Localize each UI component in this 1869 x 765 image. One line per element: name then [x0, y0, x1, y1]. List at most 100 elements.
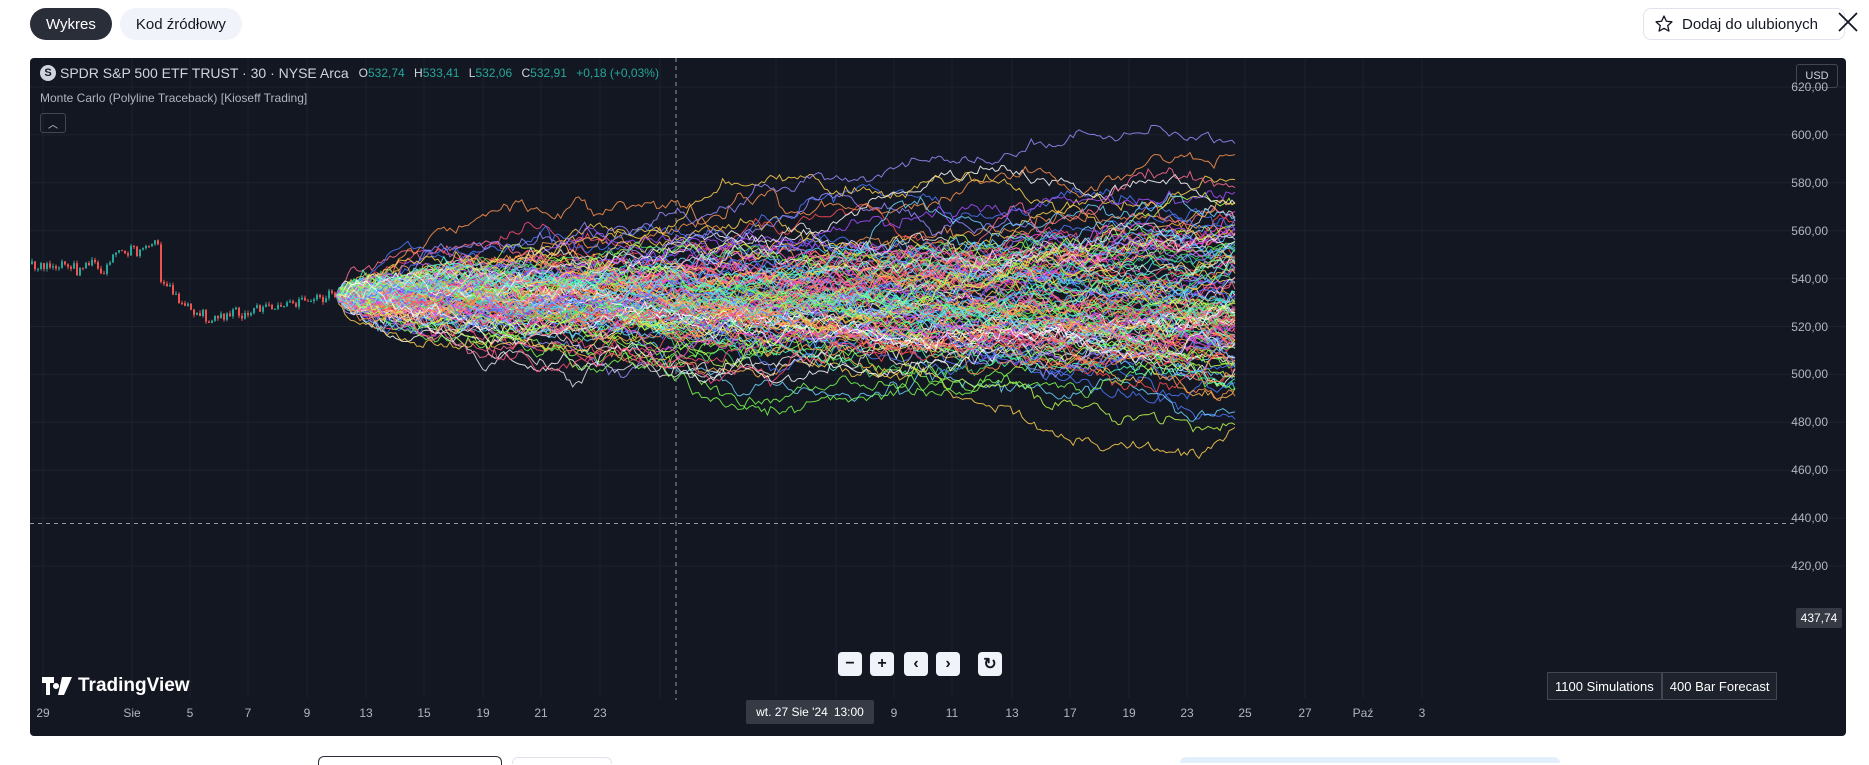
simulation-path [335, 273, 1236, 388]
candle-body [127, 253, 129, 256]
candle-body [61, 261, 63, 268]
simulation-path [335, 262, 1236, 359]
candle-body [259, 305, 261, 312]
simulation-path [335, 242, 1236, 307]
candle-body [181, 302, 183, 304]
candle-body [145, 245, 147, 249]
candle-body [325, 298, 327, 303]
candle-body [118, 250, 120, 253]
candle-body [274, 308, 276, 310]
zoom-in-button[interactable]: + [870, 652, 894, 676]
candle-body [319, 295, 321, 298]
candle-body [172, 285, 174, 295]
candle-body [304, 297, 306, 301]
price-axis-tick-label: 620,00 [1791, 80, 1828, 94]
candle-body [286, 302, 288, 306]
candle-body [262, 306, 264, 312]
candle-body [151, 244, 153, 246]
candle-body [208, 321, 210, 323]
time-axis-tick-label: 15 [417, 706, 431, 720]
candle-body [301, 297, 303, 300]
simulation-path [335, 285, 1236, 391]
candle-body [115, 252, 117, 255]
add-to-favorites-button[interactable]: Dodaj do ulubionych [1643, 8, 1845, 40]
time-axis-tick-label: Paź [1352, 706, 1374, 720]
price-axis-tick-label: 480,00 [1791, 415, 1828, 430]
candle-body [106, 264, 108, 274]
candle-body [184, 303, 186, 306]
crosshair-price-label: 437,74 [1796, 608, 1842, 628]
candle-body [322, 297, 324, 303]
simulation-path [335, 258, 1236, 325]
candle-body [232, 309, 234, 317]
simulation-path [335, 213, 1236, 300]
zoom-out-button[interactable]: − [838, 652, 862, 676]
candle-body [331, 290, 333, 293]
price-axis-tick-label: 520,00 [1791, 319, 1828, 334]
tradingview-logo[interactable]: TradingView [42, 675, 190, 697]
candle-body [76, 263, 78, 276]
candle-body [82, 267, 84, 269]
close-icon[interactable] [1836, 10, 1860, 34]
time-axis-tick-label: 29 [36, 706, 50, 720]
candle-body [211, 320, 213, 323]
candle-body [241, 315, 243, 319]
candle-body [256, 305, 258, 308]
candle-body [121, 250, 123, 252]
time-axis-tick-label: 3 [1418, 706, 1426, 720]
simulation-path [335, 243, 1236, 299]
time-axis-tick-label: 13 [1005, 706, 1019, 720]
candle-body [130, 245, 132, 256]
candle-body [112, 254, 114, 263]
time-axis-tick-label: 19 [476, 706, 490, 720]
simulation-path [335, 167, 1236, 359]
price-chart[interactable] [30, 58, 1846, 736]
candle-body [292, 301, 294, 304]
price-axis-tick-label: 560,00 [1791, 223, 1828, 238]
currency-button[interactable]: USD [1796, 64, 1838, 88]
simulation-path [335, 288, 1236, 359]
candle-body [91, 259, 93, 266]
indicator-title[interactable]: Monte Carlo (Polyline Traceback) [Kiosef… [40, 91, 308, 105]
time-axis-tick-label: 5 [186, 706, 194, 720]
simulation-path [335, 293, 1236, 388]
candle-body [154, 240, 156, 245]
chart-pane[interactable]: S SPDR S&P 500 ETF TRUST · 30 · NYSE Arc… [30, 58, 1846, 736]
time-axis-tick-label: 19 [1122, 706, 1136, 720]
simulation-path [335, 228, 1236, 325]
symbol-title[interactable]: SPDR S&P 500 ETF TRUST · 30 · NYSE Arca [60, 65, 349, 81]
candle-body [223, 313, 225, 320]
tab-chart[interactable]: Wykres [30, 8, 112, 40]
candle-body [268, 304, 270, 306]
candle-body [67, 264, 69, 267]
candle-body [52, 266, 54, 268]
scroll-left-button[interactable]: ‹ [904, 652, 928, 676]
simulation-path [335, 255, 1236, 335]
candle-body [280, 305, 282, 307]
bottom-toolbar-fragment [0, 742, 1869, 765]
candle-body [70, 266, 72, 269]
crosshair-time-label: wt. 27 Sie '24 13:00 [746, 700, 874, 724]
ohlc-values: O532,74 H533,41 L532,06 C532,91 +0,18 (+… [358, 66, 659, 80]
candle-body [124, 250, 126, 254]
candle-body [316, 295, 318, 300]
candle-body [175, 293, 177, 295]
candle-body [49, 263, 51, 268]
price-axis-tick-label: 420,00 [1791, 559, 1828, 573]
time-axis-tick-label: 17 [1063, 706, 1077, 720]
price-axis-tick-label: 460,00 [1791, 463, 1828, 478]
candle-body [31, 261, 33, 265]
scroll-right-button[interactable]: › [936, 652, 960, 676]
time-axis-tick-label: 13 [359, 706, 373, 720]
simulation-path [335, 164, 1236, 297]
simulation-path [335, 246, 1236, 297]
candle-body [307, 300, 309, 302]
collapse-legend-button[interactable]: ︿ [40, 113, 66, 133]
candle-body [37, 268, 39, 270]
time-axis-tick-label: 11 [945, 706, 959, 720]
simulation-path [335, 291, 1236, 381]
simulation-path [335, 256, 1236, 333]
reset-chart-button[interactable]: ↻ [978, 652, 1002, 676]
tab-source-code[interactable]: Kod źródłowy [119, 8, 242, 40]
candle-body [109, 262, 111, 265]
